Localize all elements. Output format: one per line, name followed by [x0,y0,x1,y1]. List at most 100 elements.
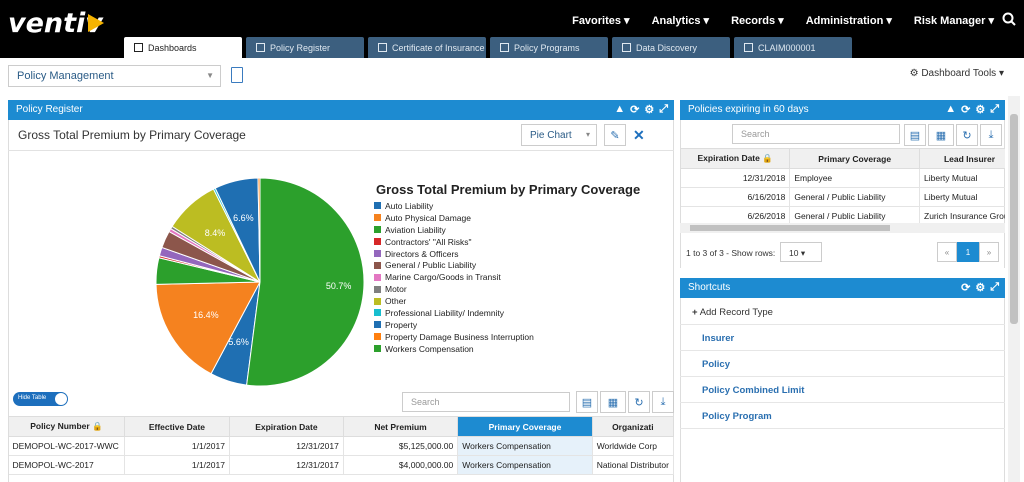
pie-slice[interactable] [155,281,261,375]
expiring-search-input[interactable]: Search [732,124,900,144]
legend-label: Professional Liability/ Indemnity [385,307,505,318]
close-icon[interactable]: ✕ [633,127,645,143]
legend-item[interactable]: Motor [374,283,534,295]
scrollbar-thumb[interactable] [1010,114,1018,324]
refresh-button[interactable]: ↻ [628,391,650,413]
table-row[interactable]: 12/31/2018 Employee Liberty Mutual [680,168,1005,188]
legend-item[interactable]: Aviation Liability [374,224,534,236]
column-header-lead-insurer[interactable]: Lead Insurer [919,148,1005,169]
refresh-button[interactable]: ↻ [956,124,978,146]
legend-item[interactable]: Workers Compensation [374,343,534,355]
tab-dashboards[interactable]: Dashboards [124,37,242,58]
document-icon [744,43,753,52]
page-scrollbar[interactable] [1008,96,1020,482]
column-header-primary-coverage[interactable]: Primary Coverage [457,416,593,437]
page-next-button[interactable]: » [979,242,999,262]
column-header-policy-number[interactable]: Policy Number 🔒 [8,416,125,437]
search-icon[interactable] [1002,12,1016,26]
pie-slice[interactable] [246,177,365,387]
cell-primary-coverage: Employee [789,168,921,188]
menu-risk-manager[interactable]: Risk Manager ▾ [913,15,994,27]
tab-policy-programs[interactable]: Policy Programs [490,37,608,58]
refresh-icon[interactable]: ⟳ [961,104,971,116]
download-button[interactable]: ⤓ [652,391,674,413]
add-record-type-button[interactable]: + Add Record Type [680,299,1005,325]
legend-item[interactable]: Professional Liability/ Indemnity [374,307,534,319]
pie-slice-label: 8.4% [204,228,226,239]
table-search-input[interactable]: Search [402,392,570,412]
cell-policy-number[interactable]: DEMOPOL-WC-2017-WWC [8,436,125,456]
gear-icon[interactable]: ⚙ [644,104,655,116]
tab-certificate-of-insurance[interactable]: Certificate of Insurance [368,37,486,58]
legend-item[interactable]: Contractors' "All Risks" [374,236,534,248]
dashboard-select[interactable]: Policy Management ▼ [8,65,221,87]
legend-item[interactable]: Property Damage Business Interruption [374,331,534,343]
ventiv-logo[interactable]: ventiv [8,8,103,39]
collapse-icon[interactable]: ▲ [945,103,957,115]
column-header-organization[interactable]: Organizati [591,416,675,437]
download-button[interactable]: ⤓ [980,124,1002,146]
table-row[interactable]: 6/26/2018 General / Public Liability Zur… [680,206,1005,223]
column-header-effective-date[interactable]: Effective Date [123,416,230,437]
cell-policy-number[interactable]: DEMOPOL-WC-2017 [8,455,125,475]
gear-icon[interactable]: ⚙ [975,104,986,116]
shortcut-policy-combined-limit[interactable]: Policy Combined Limit [680,377,1005,403]
table-row[interactable]: 6/16/2018 General / Public Liability Lib… [680,187,1005,207]
column-header-expiration-date[interactable]: Expiration Date [228,416,344,437]
edit-chart-button[interactable]: ✎ [604,124,626,146]
legend-item[interactable]: Auto Liability [374,200,534,212]
legend-swatch [374,333,381,341]
column-header-net-premium[interactable]: Net Premium [342,416,459,437]
shortcut-insurer[interactable]: Insurer [680,325,1005,351]
refresh-icon[interactable]: ⟳ [630,104,640,116]
shortcut-policy-program[interactable]: Policy Program [680,403,1005,429]
horizontal-scrollbar[interactable] [680,223,1005,233]
expand-icon[interactable]: ⤢ [659,103,668,115]
page-current-button[interactable]: 1 [957,242,979,262]
column-header-primary-coverage[interactable]: Primary Coverage [789,148,921,169]
column-header-expiration-date[interactable]: Expiration Date 🔒 [680,148,791,169]
export-menu-button[interactable]: ▦ [928,124,954,146]
export-menu-button[interactable]: ▦ [600,391,626,413]
rows-per-page-select[interactable]: 10 ▾ [780,242,822,262]
chart-type-select[interactable]: Pie Chart ▾ [521,124,597,146]
table-row[interactable]: DEMOPOL-WC-2017 1/1/2017 12/31/2017 $4,0… [8,455,675,475]
expiring-policies-panel-header: Policies expiring in 60 days ▲ ⟳ ⚙ ⤢ [680,100,1005,120]
menu-favorites[interactable]: Favorites ▾ [572,15,630,27]
policy-register-panel-header: Policy Register ▲ ⟳ ⚙ ⤢ [8,100,674,120]
tab-claim[interactable]: CLAIM000001 [734,37,852,58]
document-icon [622,43,631,52]
collapse-icon[interactable]: ▲ [614,103,626,115]
dashboard-tools-menu[interactable]: ⚙ Dashboard Tools ▾ [909,68,1004,79]
legend-item[interactable]: Property [374,319,534,331]
chart-legend: Auto Liability Auto Physical Damage Aviati… [374,200,534,355]
legend-swatch [374,238,381,246]
legend-item[interactable]: Marine Cargo/Goods in Transit [374,271,534,283]
cell-expiration-date: 12/31/2017 [229,436,344,456]
report-icon[interactable] [231,67,243,83]
tab-policy-register[interactable]: Policy Register [246,37,364,58]
menu-analytics[interactable]: Analytics ▾ [651,15,710,27]
expand-icon[interactable]: ⤢ [990,281,999,293]
legend-label: Property Damage Business Interruption [385,331,534,342]
tab-data-discovery[interactable]: Data Discovery [612,37,730,58]
legend-item[interactable]: General / Public Liability [374,259,534,271]
legend-item[interactable]: Directors & Officers [374,248,534,260]
legend-item[interactable]: Other [374,295,534,307]
gear-icon[interactable]: ⚙ [975,282,986,294]
legend-swatch [374,309,381,317]
cell-primary-coverage: Workers Compensation [457,436,593,456]
refresh-icon[interactable]: ⟳ [961,282,971,294]
menu-administration[interactable]: Administration ▾ [805,15,892,27]
grid-layout-button[interactable]: ▤ [904,124,926,146]
legend-item[interactable]: Auto Physical Damage [374,212,534,224]
page-prev-button[interactable]: « [937,242,957,262]
menu-records[interactable]: Records ▾ [731,15,784,27]
scrollbar-thumb[interactable] [690,225,890,231]
grid-layout-button[interactable]: ▤ [576,391,598,413]
hide-table-toggle[interactable]: Hide Table [13,392,68,406]
shortcut-policy[interactable]: Policy [680,351,1005,377]
expand-icon[interactable]: ⤢ [990,103,999,115]
legend-label: Property [385,319,418,330]
table-row[interactable]: DEMOPOL-WC-2017-WWC 1/1/2017 12/31/2017 … [8,436,675,456]
